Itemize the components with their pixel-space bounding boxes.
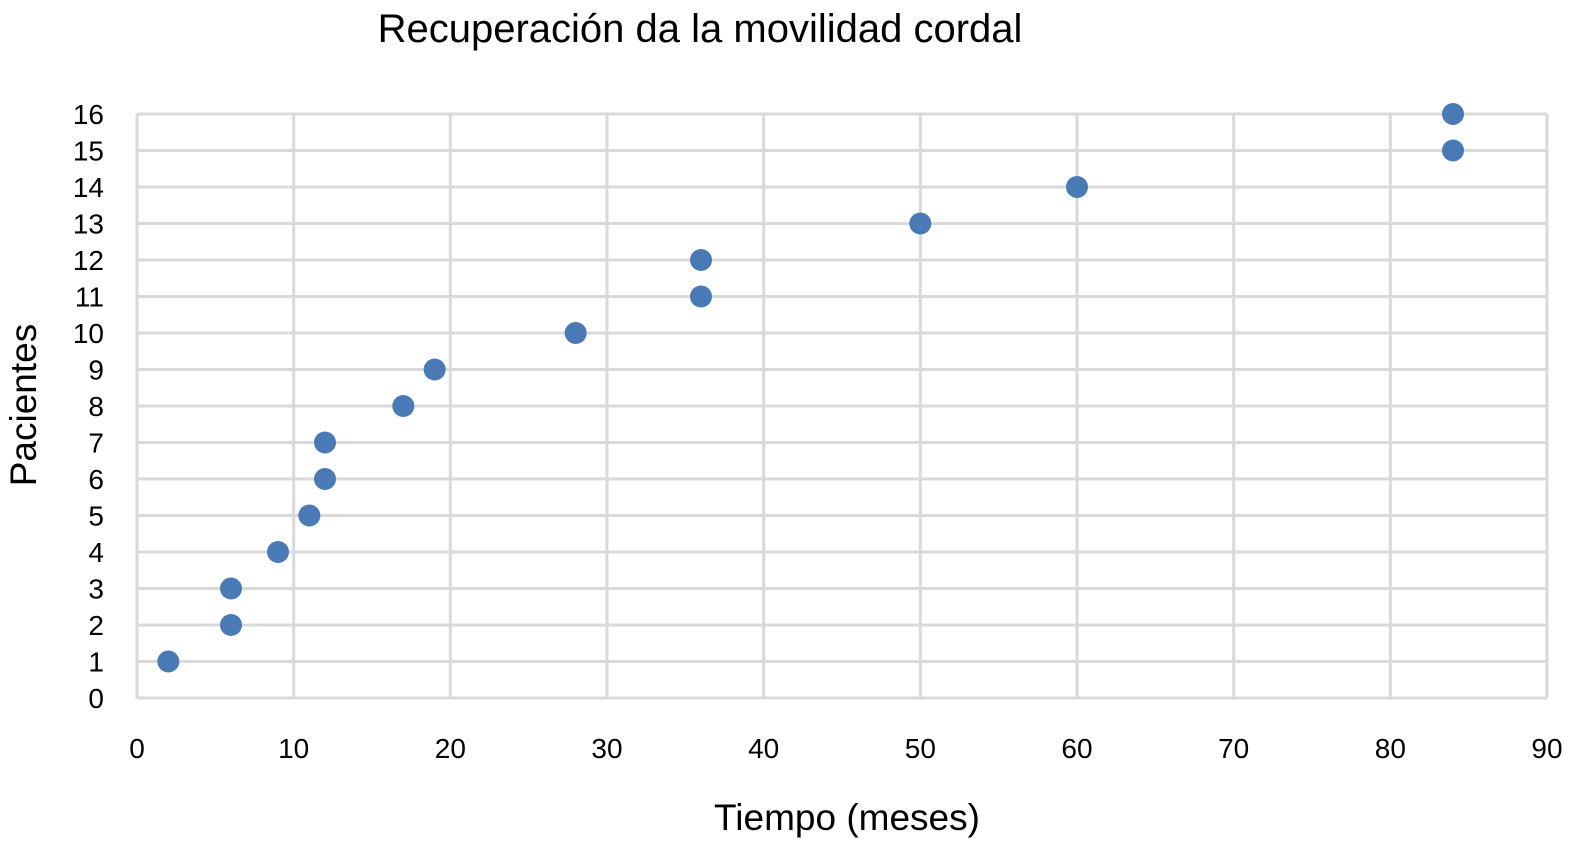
y-tick-label: 3 <box>88 574 104 605</box>
x-tick-label: 20 <box>435 733 466 764</box>
x-tick-label: 40 <box>748 733 779 764</box>
y-tick-label: 8 <box>88 391 104 422</box>
data-point <box>267 541 289 563</box>
y-tick-label: 11 <box>75 282 104 313</box>
data-point <box>690 285 712 308</box>
y-tick-label: 7 <box>88 428 104 459</box>
x-tick-label: 50 <box>905 733 936 764</box>
data-point <box>157 650 180 673</box>
y-tick-label: 4 <box>88 537 104 568</box>
x-tick-label: 30 <box>591 733 622 764</box>
y-tick-label: 12 <box>73 245 104 276</box>
y-tick-label: 10 <box>73 318 104 349</box>
data-point <box>909 212 932 235</box>
data-point <box>690 249 712 271</box>
data-point <box>220 614 242 636</box>
chart-title: Recuperación da la movilidad cordal <box>378 7 1023 51</box>
x-tick-label: 10 <box>278 733 309 764</box>
y-tick-label: 0 <box>88 683 104 714</box>
y-tick-label: 14 <box>73 172 104 203</box>
data-point <box>314 468 336 490</box>
y-tick-label: 16 <box>73 99 104 130</box>
x-tick-label: 90 <box>1531 733 1562 764</box>
y-tick-label: 15 <box>73 136 104 167</box>
tick-labels: 0 10 20 30 40 50 60 70 80 90012345678910111213141… <box>73 99 1563 764</box>
grid <box>135 112 1549 700</box>
data-point <box>220 577 242 600</box>
data-point <box>1442 139 1464 162</box>
x-axis-label: Tiempo (meses) <box>714 797 980 838</box>
x-tick-label: 0 <box>129 733 145 764</box>
data-point <box>314 431 336 454</box>
y-tick-label: 9 <box>88 355 104 386</box>
x-tick-label: 70 <box>1218 733 1249 764</box>
y-tick-label: 13 <box>73 209 104 240</box>
y-tick-label: 5 <box>88 501 104 532</box>
x-tick-label: 60 <box>1061 733 1092 764</box>
data-point <box>1442 103 1464 125</box>
data-point <box>392 395 415 417</box>
data-point <box>1066 176 1088 198</box>
y-tick-label: 6 <box>88 464 104 495</box>
data-point <box>423 358 446 381</box>
y-tick-label: 1 <box>88 647 104 678</box>
data-point <box>298 504 321 527</box>
data-point <box>564 322 587 344</box>
x-tick-label: 80 <box>1375 733 1406 764</box>
data-points <box>157 103 1464 673</box>
y-tick-label: 2 <box>88 610 104 641</box>
y-axis-label: Pacientes <box>3 324 44 487</box>
